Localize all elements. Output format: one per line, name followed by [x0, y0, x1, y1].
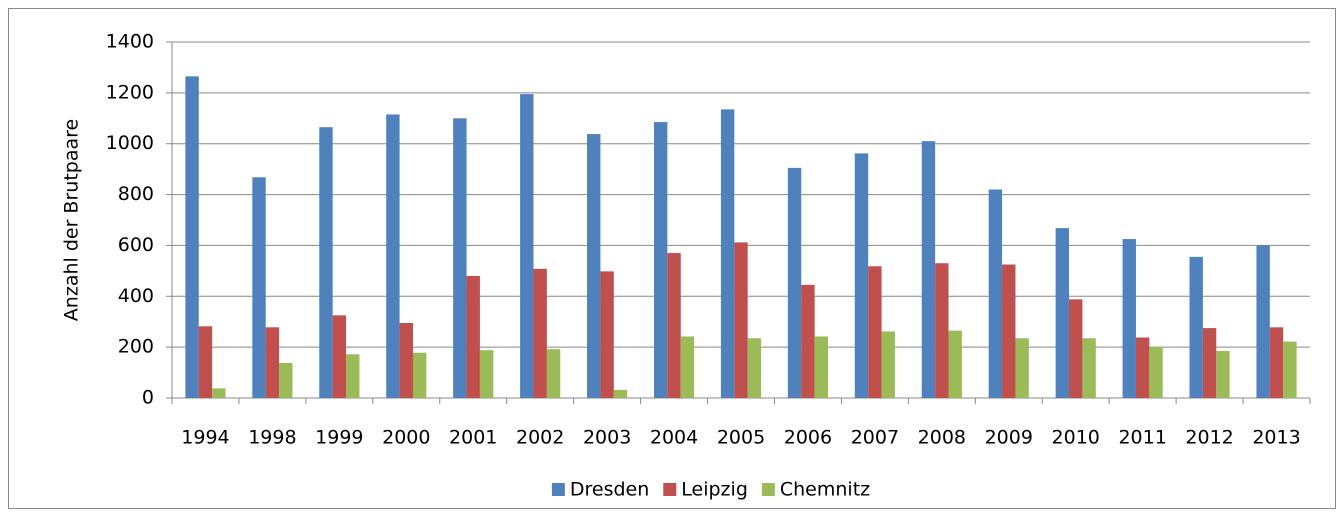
- bar: [868, 266, 882, 398]
- bar: [453, 118, 467, 399]
- bar: [412, 352, 427, 398]
- y-tick-label: 1200: [106, 81, 154, 103]
- bar: [667, 253, 681, 398]
- bar: [279, 362, 293, 398]
- bar: [801, 284, 815, 398]
- bar: [720, 109, 735, 398]
- x-tick-label: 2001: [449, 427, 497, 449]
- bar: [814, 336, 829, 398]
- bar: [854, 153, 869, 398]
- legend-label: Dresden: [570, 479, 649, 501]
- x-tick-label: 1998: [248, 427, 296, 449]
- bar: [1256, 245, 1270, 398]
- x-tick-label: 2000: [382, 427, 430, 449]
- bar: [600, 271, 614, 398]
- x-tick-label: 2006: [784, 427, 832, 449]
- y-axis-label: Anzahl der Brutpaare: [61, 119, 83, 321]
- x-tick-label: 2002: [516, 427, 564, 449]
- bar: [1002, 264, 1016, 398]
- legend-label: Leipzig: [681, 479, 748, 501]
- bar: [386, 114, 400, 398]
- bar: [520, 94, 534, 398]
- y-tick-label: 800: [118, 183, 154, 205]
- bar: [1069, 299, 1083, 398]
- bar: [1189, 256, 1203, 398]
- bar: [533, 268, 547, 398]
- x-tick-label: 2007: [851, 427, 899, 449]
- x-tick-label: 2012: [1185, 427, 1233, 449]
- bar: [252, 177, 266, 398]
- bar: [1202, 328, 1217, 398]
- legend-label: Chemnitz: [780, 479, 870, 501]
- x-tick-label: 2003: [583, 427, 631, 449]
- bar: [1283, 341, 1297, 398]
- bar: [1122, 239, 1136, 398]
- bar: [613, 389, 628, 398]
- bar: [921, 141, 936, 398]
- bar: [948, 330, 962, 398]
- bar: [546, 349, 561, 398]
- y-tick-label: 1000: [106, 132, 154, 154]
- legend-swatch: [551, 483, 565, 496]
- bar: [265, 327, 280, 398]
- bar: [587, 134, 601, 398]
- x-tick-label: 2008: [918, 427, 966, 449]
- bar: [680, 336, 695, 398]
- x-tick-label: 2009: [985, 427, 1033, 449]
- bar: [653, 122, 668, 398]
- bar: [1216, 350, 1230, 398]
- y-tick-label: 0: [142, 387, 154, 409]
- bar: [1055, 228, 1070, 398]
- x-tick-label: 1999: [315, 427, 363, 449]
- legend-swatch: [761, 483, 775, 496]
- x-tick-label: 2010: [1052, 427, 1100, 449]
- bar: [332, 315, 347, 398]
- bar: [399, 322, 413, 398]
- x-tick-label: 2004: [650, 427, 698, 449]
- y-tick-label: 1400: [106, 31, 154, 53]
- x-tick-label: 2011: [1118, 427, 1166, 449]
- bar: [346, 354, 360, 398]
- bar: [212, 388, 226, 398]
- bar: [185, 76, 199, 398]
- bar: [466, 275, 480, 398]
- y-tick-label: 200: [118, 336, 154, 358]
- bar: [319, 127, 333, 398]
- x-tick-label: 2005: [717, 427, 765, 449]
- bar: [198, 326, 213, 398]
- bar: [881, 331, 895, 398]
- bar: [1082, 338, 1096, 398]
- bar: [935, 263, 949, 398]
- legend-swatch: [663, 483, 677, 496]
- x-tick-label: 2013: [1252, 427, 1300, 449]
- bar: [1015, 338, 1029, 398]
- bar: [1149, 346, 1163, 398]
- y-tick-label: 600: [118, 234, 154, 256]
- bar: [1135, 337, 1150, 398]
- bar: [734, 242, 748, 398]
- bar: [787, 167, 802, 398]
- bar: [747, 338, 762, 398]
- y-tick-label: 400: [118, 285, 154, 307]
- bar: [479, 350, 494, 398]
- bar: [1269, 327, 1284, 398]
- bar: [988, 189, 1003, 398]
- x-tick-label: 1994: [181, 427, 229, 449]
